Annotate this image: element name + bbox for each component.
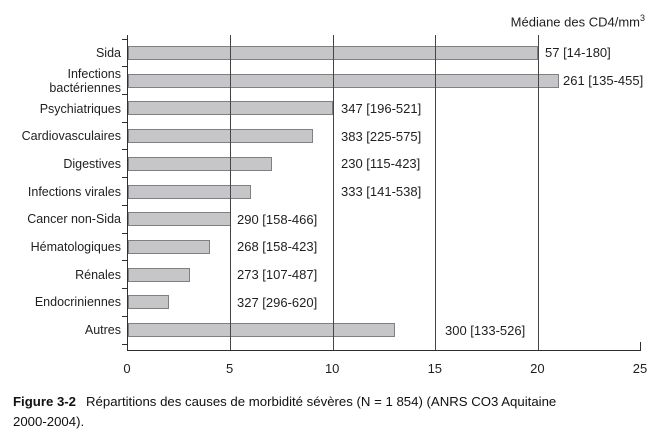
gridline-5 bbox=[230, 35, 232, 350]
category-label: Sida bbox=[95, 45, 121, 60]
x-axis-end-tick bbox=[640, 342, 641, 350]
y-axis-tick bbox=[122, 177, 128, 179]
x-tick-label-20: 20 bbox=[530, 361, 545, 376]
category-label: Infections bactériennes bbox=[49, 66, 121, 95]
figure-caption-label: Figure 3-2 bbox=[13, 394, 77, 409]
y-axis-tick bbox=[122, 93, 128, 95]
chart-title-superscript: 3 bbox=[639, 13, 645, 23]
category-label: Hématologiques bbox=[30, 240, 121, 255]
y-axis-tick bbox=[122, 288, 128, 290]
chart-title-text: Médiane des CD4/mm bbox=[510, 14, 640, 30]
bar-value-label: 327 [296-620] bbox=[237, 294, 318, 310]
category-label: Autres bbox=[84, 323, 121, 338]
chart-title: Médiane des CD4/mm3 bbox=[511, 13, 645, 29]
category-label: Psychiatriques bbox=[39, 101, 121, 116]
y-axis-tick bbox=[122, 260, 128, 262]
bar-autres bbox=[128, 323, 395, 338]
bar-cardiovasculaires bbox=[128, 129, 313, 144]
bar-infections-bactériennes bbox=[128, 73, 559, 88]
category-label: Digestives bbox=[63, 156, 121, 171]
x-tick-label-25: 25 bbox=[632, 361, 648, 376]
figure-caption-text: Répartitions des causes de morbidité sév… bbox=[13, 394, 557, 429]
x-axis-tick-labels: 0 5 10 15 20 25 bbox=[0, 361, 672, 377]
gridline-15 bbox=[435, 35, 437, 350]
bar-value-label: 383 [225-575] bbox=[341, 128, 422, 144]
category-label: Cancer non-Sida bbox=[27, 212, 121, 227]
gridline-20 bbox=[537, 35, 539, 350]
x-tick-label-5: 5 bbox=[225, 361, 234, 376]
y-axis-tick bbox=[122, 66, 128, 68]
bar-value-label: 300 [133-526] bbox=[445, 322, 526, 338]
y-axis-tick bbox=[122, 38, 128, 40]
bar-digestives bbox=[128, 156, 272, 171]
x-tick-label-0: 0 bbox=[123, 361, 131, 376]
category-label: Endocriniennes bbox=[34, 295, 121, 310]
bar-rénales bbox=[128, 267, 190, 282]
x-tick-label-10: 10 bbox=[324, 361, 340, 376]
x-tick-label-15: 15 bbox=[427, 361, 443, 376]
category-label: Infections virales bbox=[27, 184, 121, 199]
bar-value-label: 230 [115-423] bbox=[341, 156, 421, 172]
category-label: Cardiovasculaires bbox=[21, 129, 121, 144]
gridline-10 bbox=[332, 35, 334, 350]
category-axis-labels: Sida Infections bactériennes Psychiatrique… bbox=[0, 39, 121, 344]
y-axis-tick bbox=[122, 149, 128, 151]
bar-value-label: 268 [158-423] bbox=[237, 239, 318, 255]
bar-value-label: 333 [141-538] bbox=[341, 184, 422, 199]
bar-value-label: 290 [158-466] bbox=[237, 211, 318, 227]
bar-value-label: 273 [107-487] bbox=[237, 267, 318, 283]
bar-value-label: 347 [196-521] bbox=[341, 100, 422, 116]
plot-area bbox=[122, 35, 641, 351]
y-axis-tick bbox=[122, 204, 128, 206]
bar-value-label: 261 [135-455] bbox=[563, 73, 644, 89]
y-axis-tick bbox=[122, 343, 128, 345]
bar-infections-virales bbox=[128, 184, 252, 199]
y-axis-tick bbox=[122, 121, 128, 123]
figure-caption: Figure 3-2 Répartitions des causes de mor… bbox=[13, 392, 661, 432]
y-axis-tick bbox=[122, 232, 128, 234]
bar-hématologiques bbox=[128, 239, 211, 254]
y-axis-tick bbox=[122, 315, 128, 317]
bar-cancer-non-sida bbox=[128, 212, 231, 227]
category-label: Rénales bbox=[75, 267, 121, 282]
bar-value-label: 57 [14-180] bbox=[545, 45, 611, 61]
bar-endocriniennes bbox=[128, 295, 170, 310]
